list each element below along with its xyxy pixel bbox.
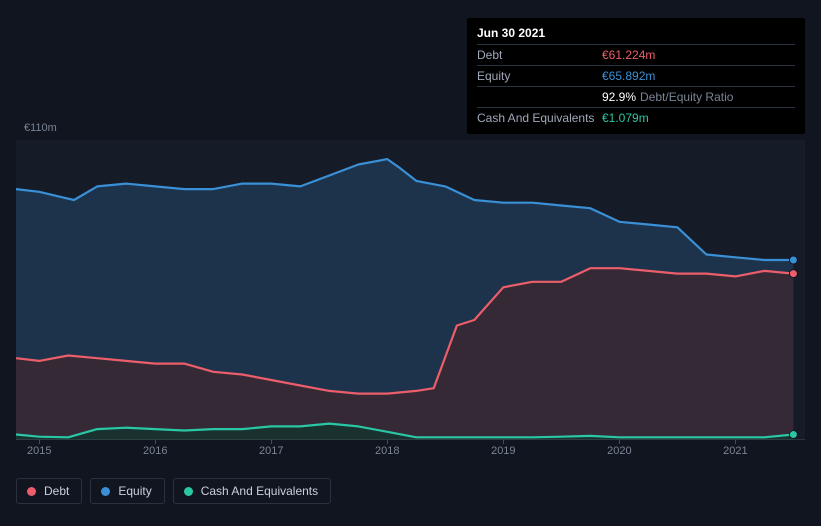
x-tick-label: 2015: [27, 445, 51, 457]
legend-dot-icon: [184, 487, 193, 496]
tooltip-row: Debt€61.224m: [477, 44, 795, 65]
y-axis-label-max: €110m: [24, 122, 57, 134]
legend-label: Equity: [118, 484, 151, 498]
legend-item-cash-and-equivalents[interactable]: Cash And Equivalents: [173, 478, 331, 504]
legend-item-debt[interactable]: Debt: [16, 478, 82, 504]
x-tick-mark: [271, 440, 272, 444]
tooltip-row-label: Debt: [477, 47, 602, 63]
tooltip-row-label: Equity: [477, 68, 602, 84]
legend: Debt Equity Cash And Equivalents: [16, 478, 331, 504]
series-end-marker-cash-and-equivalents: [789, 431, 797, 439]
x-tick-label: 2016: [143, 445, 167, 457]
x-axis: 2015 2016 2017 2018 2019 2020 2021: [16, 445, 805, 465]
tooltip-row: 92.9%Debt/Equity Ratio: [477, 86, 795, 107]
x-tick-label: 2019: [491, 445, 515, 457]
tooltip-row-value: €65.892m: [602, 68, 655, 84]
legend-label: Debt: [44, 484, 69, 498]
x-tick-label: 2018: [375, 445, 399, 457]
x-tick-mark: [735, 440, 736, 444]
tooltip-row: Cash And Equivalents€1.079m: [477, 107, 795, 128]
series-end-marker-debt: [789, 270, 797, 278]
series-end-marker-equity: [789, 256, 797, 264]
tooltip-row-label: [477, 89, 602, 105]
legend-item-equity[interactable]: Equity: [90, 478, 164, 504]
x-tick-label: 2021: [723, 445, 747, 457]
tooltip-row-label: Cash And Equivalents: [477, 110, 602, 126]
x-tick-mark: [387, 440, 388, 444]
tooltip-row-value: 92.9%: [602, 89, 636, 105]
legend-label: Cash And Equivalents: [201, 484, 318, 498]
x-tick-mark: [619, 440, 620, 444]
x-tick-label: 2017: [259, 445, 283, 457]
chart-svg: [16, 140, 805, 440]
tooltip-date: Jun 30 2021: [477, 24, 795, 44]
x-tick-mark: [155, 440, 156, 444]
tooltip-row-value: €1.079m: [602, 110, 649, 126]
x-tick-mark: [503, 440, 504, 444]
data-tooltip: Jun 30 2021 Debt€61.224mEquity€65.892m92…: [467, 18, 805, 134]
tooltip-row-value: €61.224m: [602, 47, 655, 63]
tooltip-row-suffix: Debt/Equity Ratio: [640, 89, 733, 105]
x-tick-mark: [39, 440, 40, 444]
legend-dot-icon: [27, 487, 36, 496]
legend-dot-icon: [101, 487, 110, 496]
tooltip-row: Equity€65.892m: [477, 65, 795, 86]
x-tick-label: 2020: [607, 445, 631, 457]
